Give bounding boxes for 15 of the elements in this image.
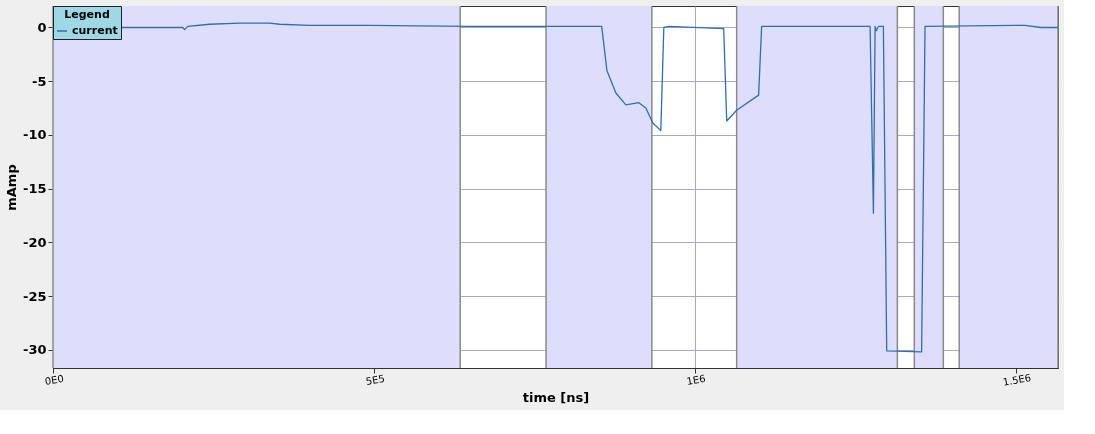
y-tick-label: -5 [32, 73, 47, 89]
x-tick-label: 5E5 [364, 372, 386, 387]
y-tick-label: -20 [23, 234, 47, 250]
x-tick-label: 1.5E6 [1001, 372, 1032, 388]
y-tick-label: -10 [23, 127, 47, 143]
y-tick-label: -25 [23, 288, 47, 304]
x-axis-title: time [ns] [522, 389, 590, 405]
legend-label: current [72, 24, 118, 37]
x-tick-label: 0E0 [43, 372, 65, 387]
legend-title: Legend [64, 8, 110, 21]
y-axis-title: mAmp [4, 164, 20, 211]
y-tick-label: -15 [23, 181, 47, 197]
y-tick-label: -30 [23, 342, 47, 358]
x-tick-label: 1E6 [685, 372, 707, 387]
y-tick-label: 0 [37, 19, 47, 35]
